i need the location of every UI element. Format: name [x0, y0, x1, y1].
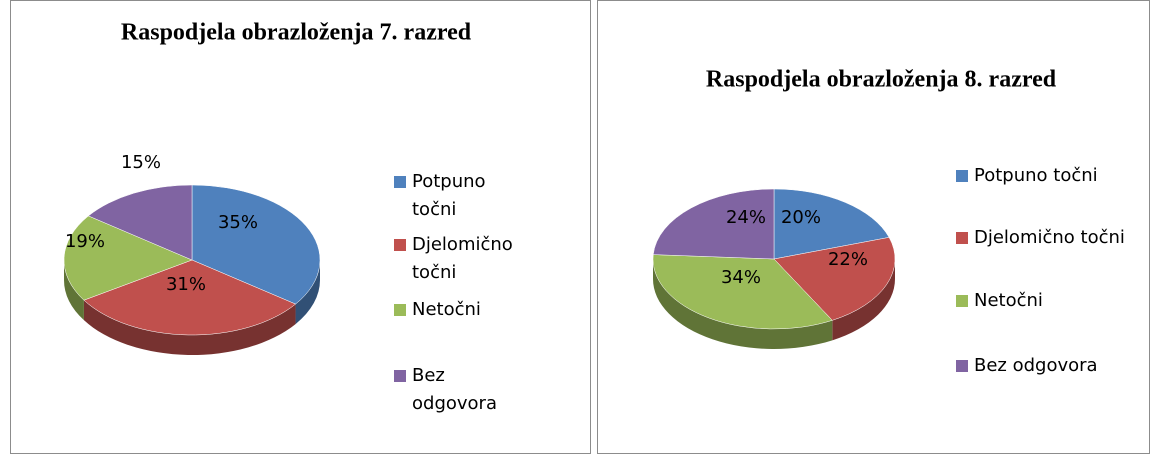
- data-label: 15%: [121, 152, 161, 173]
- slice-side: [83, 300, 296, 355]
- legend-entry: Djelomično točni: [956, 224, 1149, 252]
- slice: [191, 184, 321, 305]
- chart-title: Raspodjela obrazloženja 7. razred: [121, 20, 472, 46]
- chart: Raspodjela obrazloženja 7. razred 35% 31% 1…: [63, 20, 472, 355]
- legend-swatch: [956, 232, 968, 244]
- slice: [773, 188, 890, 260]
- legend-swatch: [394, 176, 406, 188]
- legend-swatch: [394, 370, 406, 382]
- chart-panel: Raspodjela obrazloženja 7. razred 35% 31% 1…: [10, 0, 591, 454]
- legend-label: Bez odgovora: [412, 365, 497, 414]
- chart-panel: Raspodjela obrazloženja 8. razred 20% 22% 3…: [597, 0, 1150, 454]
- legend-label: Potpuno točni: [412, 171, 486, 220]
- legend-swatch: [394, 239, 406, 251]
- slice: [63, 215, 193, 301]
- data-label: 20%: [781, 207, 821, 228]
- slice: [652, 188, 775, 260]
- legend-swatch: [956, 360, 968, 372]
- legend-label: Djelomično točni: [974, 227, 1125, 248]
- legend-label: Potpuno točni: [974, 165, 1098, 186]
- legend-entry: Bez odgovora: [394, 362, 574, 418]
- legend-label: Netočni: [412, 299, 481, 320]
- data-label: 22%: [828, 249, 868, 270]
- legend-swatch: [956, 295, 968, 307]
- slice-side: [832, 259, 895, 341]
- data-label: 31%: [166, 274, 206, 295]
- legend-label: Djelomično točni: [412, 234, 513, 283]
- slice: [87, 184, 193, 261]
- data-label: 35%: [218, 212, 258, 233]
- legend-entry: Netočni: [394, 296, 574, 324]
- chart-title: Raspodjela obrazloženja 8. razred: [706, 67, 1057, 93]
- data-label: 24%: [726, 207, 766, 228]
- data-label: 34%: [721, 267, 761, 288]
- legend-entry: Potpuno točni: [394, 168, 574, 224]
- legend-swatch: [956, 170, 968, 182]
- slice: [773, 237, 896, 321]
- legend-label: Bez odgovora: [974, 355, 1098, 376]
- slice: [652, 254, 833, 330]
- legend-entry: Potpuno točni: [956, 162, 1149, 190]
- slice-side: [64, 260, 84, 321]
- slice-side: [653, 259, 833, 350]
- legend-entry: Bez odgovora: [956, 352, 1149, 380]
- legend-swatch: [394, 304, 406, 316]
- legend-label: Netočni: [974, 290, 1043, 311]
- legend-entry: Netočni: [956, 287, 1149, 315]
- chart: Raspodjela obrazloženja 8. razred 20% 22% 3…: [652, 67, 1057, 350]
- slice: [83, 259, 297, 336]
- legend-entry: Djelomično točni: [394, 231, 574, 287]
- data-label: 19%: [65, 231, 105, 252]
